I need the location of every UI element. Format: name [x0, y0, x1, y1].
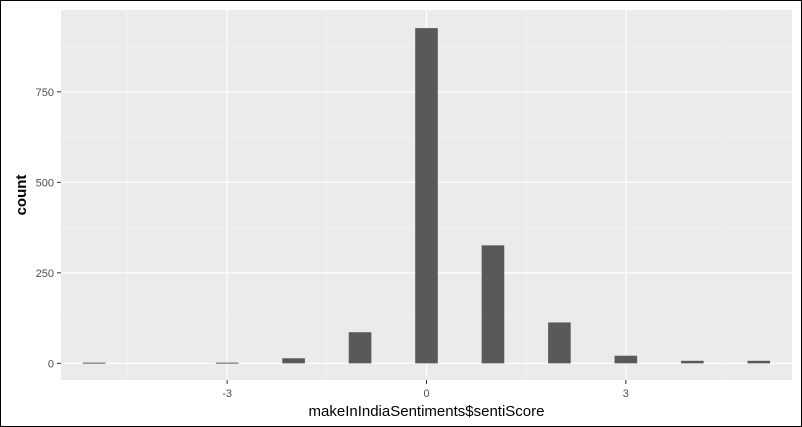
bar	[348, 332, 372, 364]
x-tick-label: 0	[423, 388, 429, 400]
bar	[681, 360, 704, 364]
bar	[481, 245, 505, 364]
x-tick-label: 3	[623, 388, 629, 400]
y-tick-label: 500	[36, 177, 54, 189]
y-tick-label: 250	[36, 268, 54, 280]
bar	[415, 28, 438, 364]
y-tick-label: 0	[48, 358, 54, 370]
x-axis: -3 0 3	[222, 380, 629, 400]
y-tick-label: 750	[36, 87, 54, 99]
bar	[215, 362, 239, 364]
x-tick-label: -3	[222, 388, 232, 400]
bar	[282, 358, 305, 364]
x-axis-title: makeInIndiaSentiments$sentiScore	[309, 403, 545, 420]
y-axis-title: count	[13, 175, 30, 216]
y-axis: 0 250 500 750	[36, 87, 61, 370]
bar	[747, 360, 771, 364]
bar-series	[82, 28, 771, 364]
bar	[548, 322, 571, 364]
bar	[614, 355, 638, 364]
bar	[82, 362, 106, 364]
